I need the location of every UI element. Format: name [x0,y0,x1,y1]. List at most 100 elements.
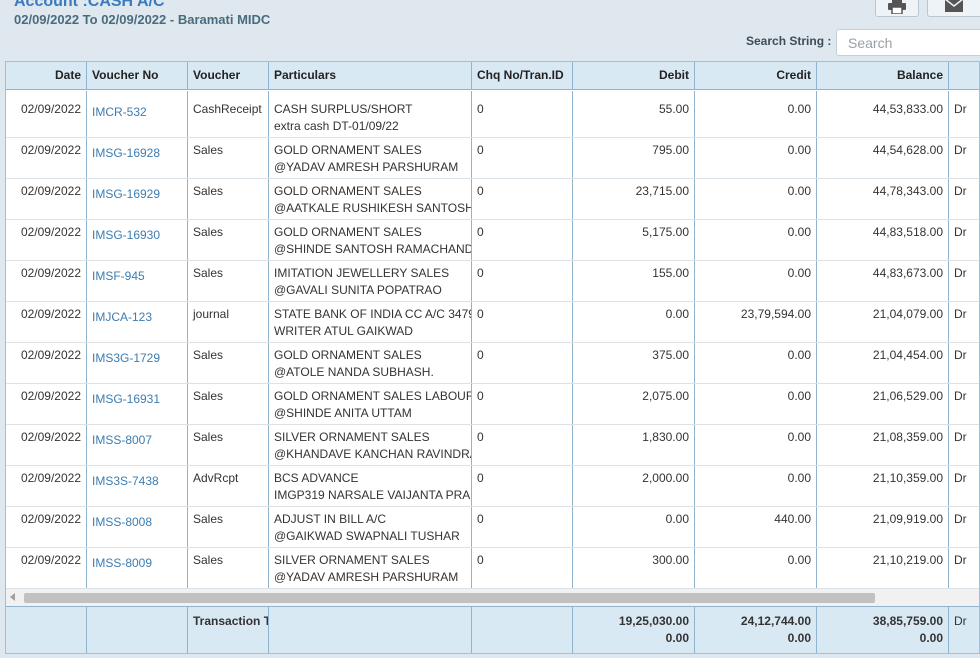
cell-particulars-text: @SHINDE ANITA UTTAM [274,406,412,420]
cell-balance-text: 44,53,833.00 [872,102,943,116]
cell-date-text: 02/09/2022 [20,266,81,280]
cell-drcr-text: Dr [954,389,967,403]
table-row[interactable]: 02/09/2022 IMSG-16929 Sales GOLD ORNAMENT S… [6,179,979,220]
cell-voucher: Sales [188,384,269,424]
cell-voucher-no-text[interactable]: IMSG-16929 [92,187,161,201]
cell-date-text: 02/09/2022 [20,430,81,444]
cell-voucher-no-text[interactable]: IMS3G-1729 [92,351,161,365]
cell-voucher-no-text[interactable]: IMS3S-7438 [92,474,159,488]
scrollbar-thumb[interactable] [24,593,875,603]
cell-voucher-no-text[interactable]: IMSS-8008 [92,515,153,529]
cell-chq-no-text: 0 [477,389,484,403]
cell-voucher-no[interactable]: IMSS-8007 [87,425,188,465]
cell-particulars: STATE BANK OF INDIA CC A/C 34798 WRITER A… [269,302,472,342]
table-row[interactable]: 02/09/2022 IMS3S-7438 AdvRcpt BCS ADVANCE IM… [6,466,979,507]
table-row[interactable]: 02/09/2022 IMSG-16928 Sales GOLD ORNAMENT S… [6,138,979,179]
total-drcr: Dr [954,614,967,628]
cell-debit-text: 795.00 [652,143,689,157]
cell-drcr-text: Dr [954,184,967,198]
cell-voucher: Sales [188,261,269,301]
column-header-credit[interactable]: Credit [695,62,817,89]
cell-chq-no-text: 0 [477,553,484,567]
total-credit-secondary: 0.00 [787,631,811,645]
scroll-left-arrow-icon[interactable] [10,593,15,601]
cell-voucher-text: Sales [193,143,224,157]
cell-balance-text: 44,54,628.00 [872,143,943,157]
cell-balance-text: 44,83,673.00 [872,266,943,280]
cell-drcr: Dr [949,548,979,588]
column-header-voucher-no[interactable]: Voucher No [87,62,188,89]
envelope-icon [945,0,963,12]
cell-particulars: BCS ADVANCE IMGP319 NARSALE VAIJANTA PRAK… [269,466,472,506]
column-header-debit[interactable]: Debit [573,62,695,89]
cell-chq-no-text: 0 [477,307,484,321]
cell-date-text: 02/09/2022 [20,225,81,239]
table-body: 02/09/2022 IMCR-532 CashReceipt CASH SURPLU… [6,91,979,589]
table-row[interactable]: 02/09/2022 IMCR-532 CashReceipt CASH SURPLU… [6,97,979,138]
cell-debit-text: 55.00 [658,102,689,116]
cell-date-text: 02/09/2022 [20,184,81,198]
table-row[interactable]: 02/09/2022 IMSG-16931 Sales GOLD ORNAMENT S… [6,384,979,425]
table-row[interactable]: 02/09/2022 IMSS-8007 Sales SILVER ORNAMENT … [6,425,979,466]
cell-voucher: AdvRcpt [188,466,269,506]
cell-voucher-no-text[interactable]: IMSS-8007 [92,433,153,447]
cell-debit: 0.00 [573,302,695,342]
cell-voucher-no[interactable]: IMSG-16930 [87,220,188,260]
table-row[interactable]: 02/09/2022 IMSS-8008 Sales ADJUST IN BILL A… [6,507,979,548]
print-button[interactable] [875,0,919,17]
cell-voucher-no-text[interactable]: IMCR-532 [92,105,147,119]
cell-voucher-no[interactable]: IMSF-945 [87,261,188,301]
cell-drcr: Dr [949,179,979,219]
cell-voucher-no[interactable]: IMSG-16931 [87,384,188,424]
cell-voucher: CashReceipt [188,97,269,137]
cell-voucher-no[interactable]: IMSS-8008 [87,507,188,547]
cell-balance-text: 44,78,343.00 [872,184,943,198]
cell-balance-text: 21,10,219.00 [872,553,943,567]
cell-balance: 21,09,919.00 [817,507,949,547]
table-row[interactable]: 02/09/2022 IMS3G-1729 Sales GOLD ORNAMENT S… [6,343,979,384]
cell-credit-text: 0.00 [787,184,811,198]
cell-voucher-no-text[interactable]: IMSF-945 [92,269,145,283]
column-header-balance[interactable]: Balance [817,62,949,89]
cell-particulars-text: WRITER ATUL GAIKWAD [274,324,413,338]
cell-chq-no-text: 0 [477,143,484,157]
cell-credit: 0.00 [695,384,817,424]
cell-voucher-no[interactable]: IMCR-532 [87,97,188,137]
cell-particulars-text: CASH SURPLUS/SHORT [274,102,413,116]
cell-voucher-no[interactable]: IMSG-16929 [87,179,188,219]
total-balance-secondary: 0.00 [919,631,943,645]
cell-voucher-no[interactable]: IMSS-8009 [87,548,188,588]
cell-drcr-text: Dr [954,225,967,239]
table-row[interactable]: 02/09/2022 IMSF-945 Sales IMITATION JEWELLE… [6,261,979,302]
cell-voucher-no-text[interactable]: IMSG-16930 [92,228,161,242]
column-header-particulars[interactable]: Particulars [269,62,472,89]
cell-drcr: Dr [949,261,979,301]
column-header-voucher[interactable]: Voucher [188,62,269,89]
column-header-chq-no[interactable]: Chq No/Tran.ID [472,62,573,89]
cell-credit-text: 0.00 [787,348,811,362]
table-row[interactable]: 02/09/2022 IMSG-16930 Sales GOLD ORNAMENT S… [6,220,979,261]
cell-balance-text: 44,83,518.00 [872,225,943,239]
search-input[interactable] [836,29,980,56]
cell-particulars-text: @GAVALI SUNITA POPATRAO [274,283,442,297]
cell-voucher: journal [188,302,269,342]
cell-chq-no: 0 [472,343,573,383]
cell-voucher-no-text[interactable]: IMSS-8009 [92,556,153,570]
table-row[interactable]: 02/09/2022 IMSS-8009 Sales SILVER ORNAMENT … [6,548,979,589]
cell-debit-text: 375.00 [652,348,689,362]
cell-voucher-no-text[interactable]: IMSG-16928 [92,146,161,160]
cell-balance-text: 21,08,359.00 [872,430,943,444]
cell-voucher-no[interactable]: IMSG-16928 [87,138,188,178]
cell-date: 02/09/2022 [6,384,87,424]
table-row[interactable]: 02/09/2022 IMJCA-123 journal STATE BANK OF … [6,302,979,343]
cell-chq-no: 0 [472,384,573,424]
column-header-date[interactable]: Date [6,62,87,89]
cell-voucher-no-text[interactable]: IMSG-16931 [92,392,161,406]
cell-voucher-no-text[interactable]: IMJCA-123 [92,310,153,324]
cell-voucher-no[interactable]: IMS3S-7438 [87,466,188,506]
cell-voucher-no[interactable]: IMS3G-1729 [87,343,188,383]
email-button[interactable] [927,0,980,17]
cell-voucher-text: CashReceipt [193,102,262,116]
horizontal-scrollbar[interactable] [6,589,979,606]
cell-voucher-no[interactable]: IMJCA-123 [87,302,188,342]
